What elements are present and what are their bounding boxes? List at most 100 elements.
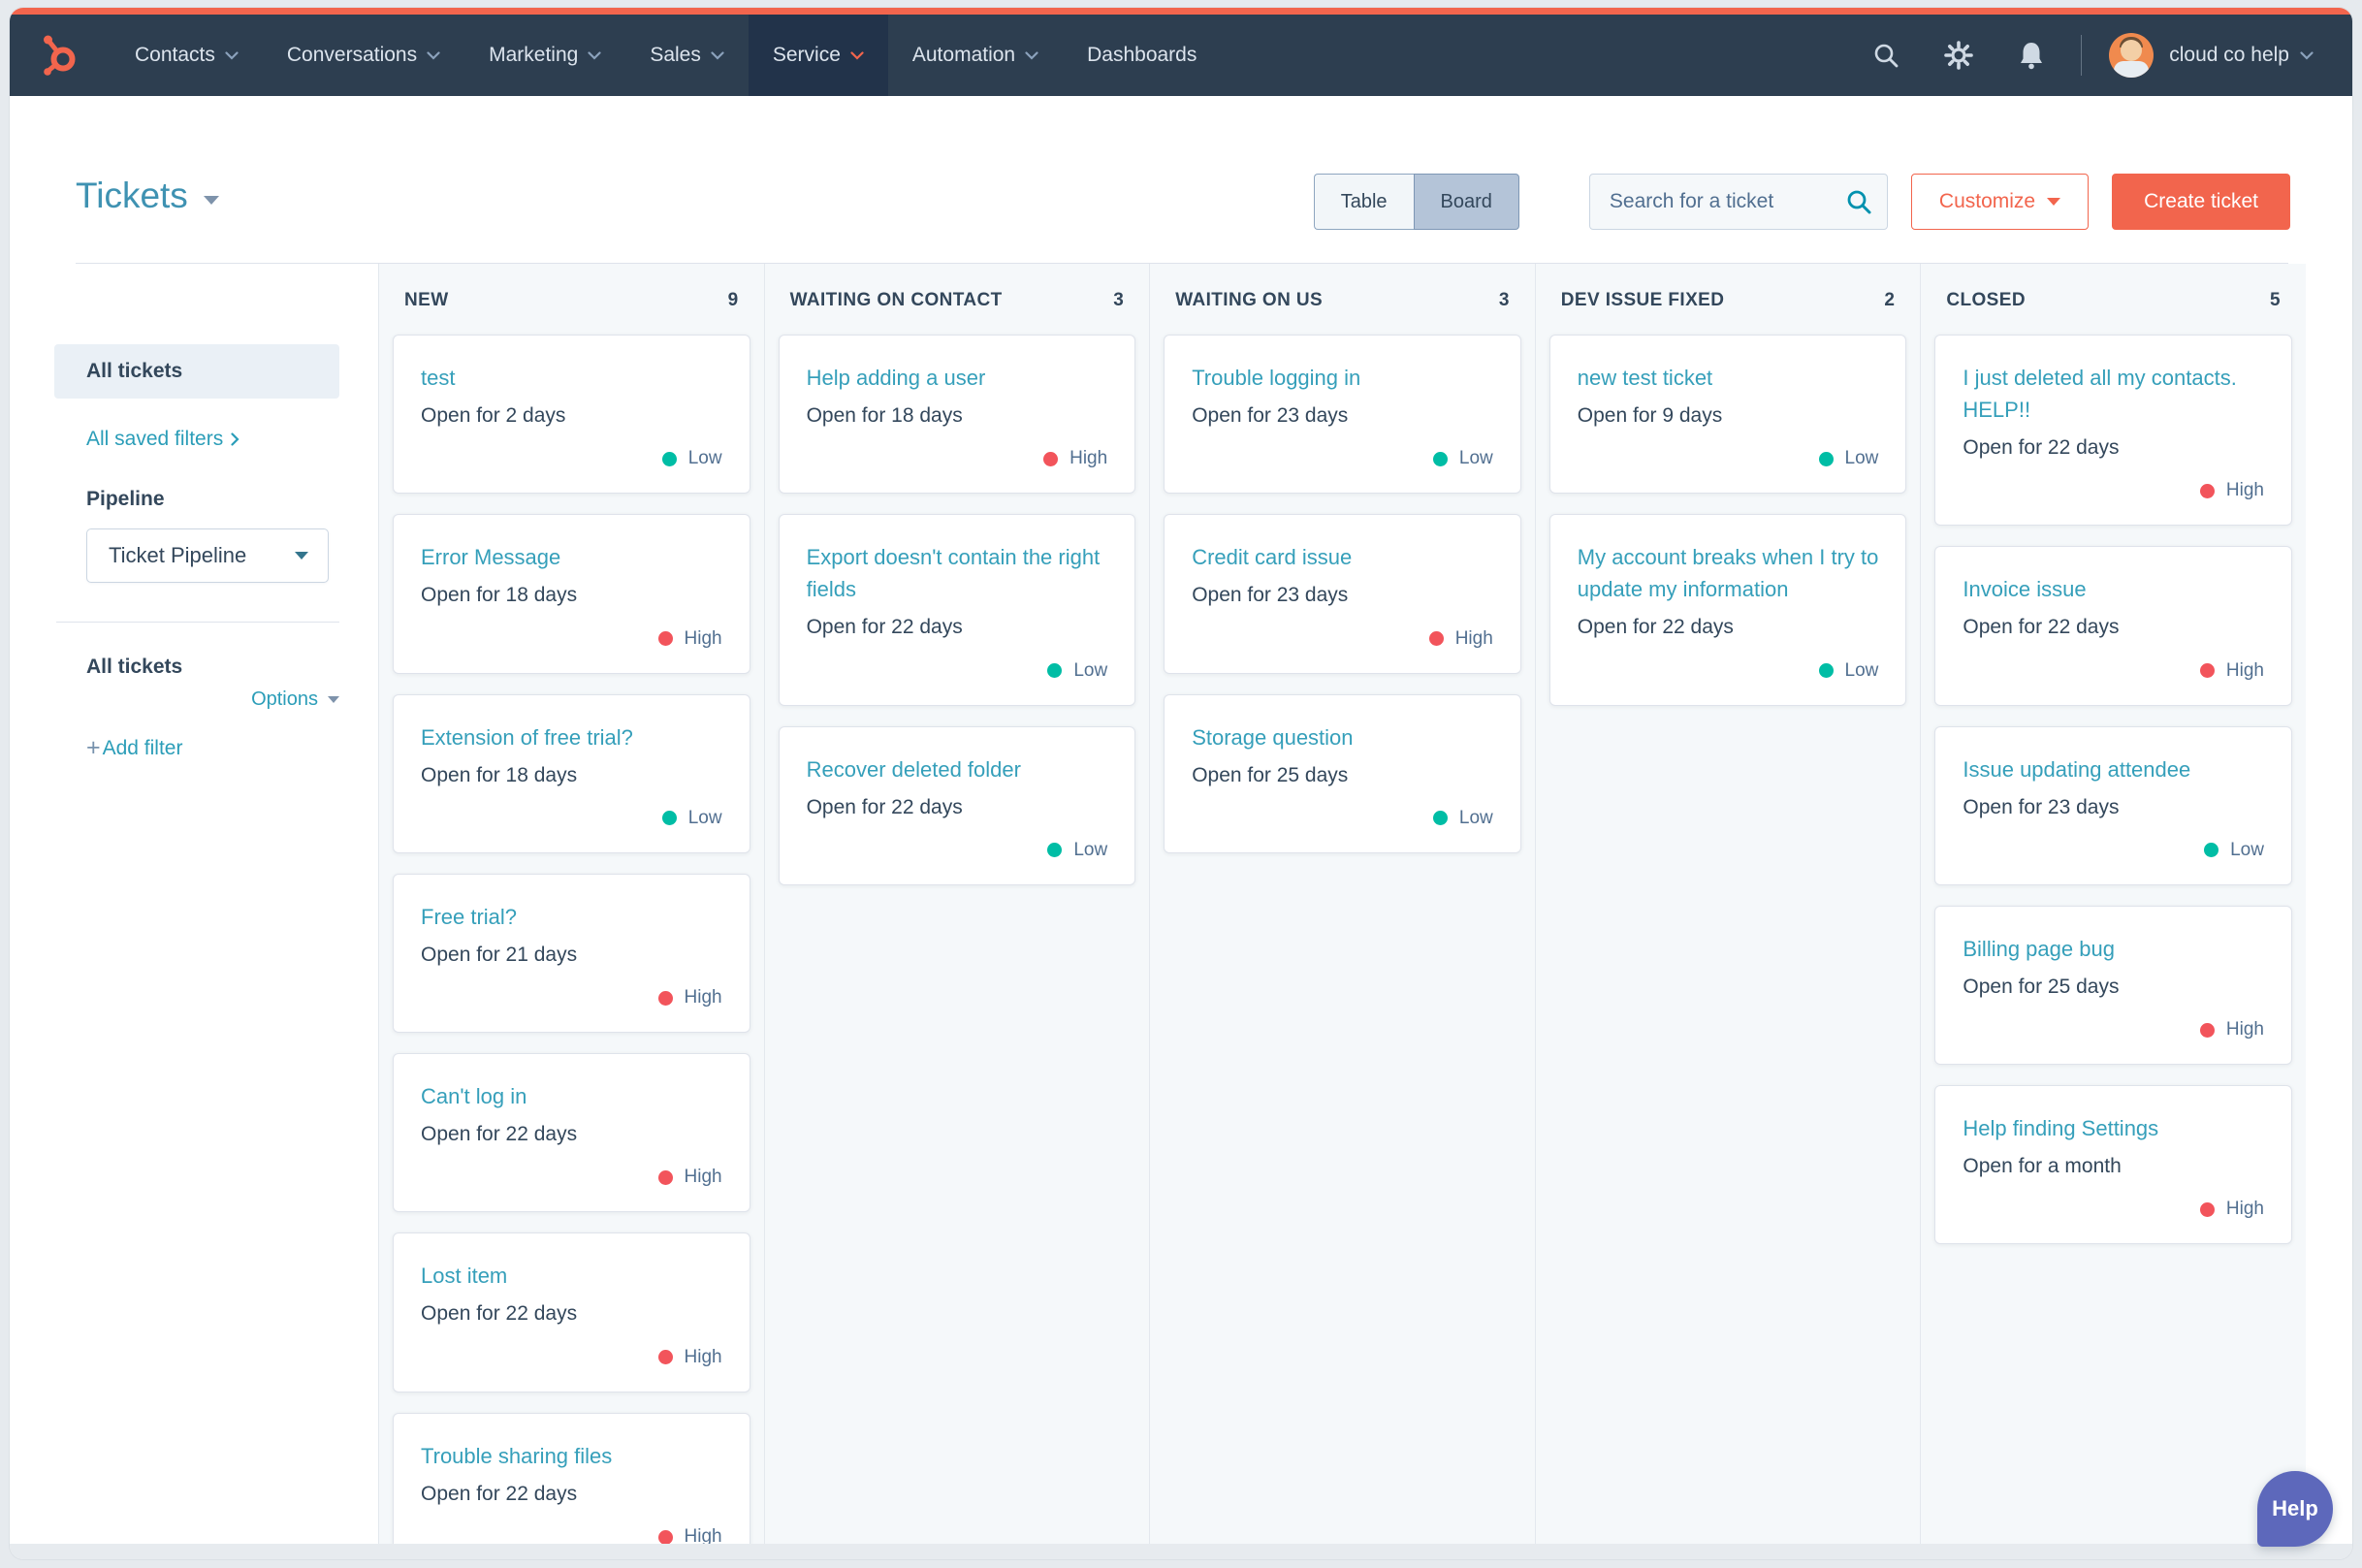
top-nav: Contacts Conversations Marketing Sales S…: [10, 15, 2352, 96]
ticket-card[interactable]: Error Message Open for 18 days High: [393, 514, 750, 673]
ticket-card[interactable]: Storage question Open for 25 days Low: [1164, 694, 1521, 853]
notifications-bell-icon[interactable]: [1995, 41, 2067, 70]
ticket-card[interactable]: Credit card issue Open for 23 days High: [1164, 514, 1521, 673]
page-title: Tickets: [76, 176, 188, 216]
priority-label: High: [685, 628, 722, 650]
ticket-title-link[interactable]: Export doesn't contain the right fields: [807, 541, 1108, 605]
hubspot-logo-icon[interactable]: [10, 33, 111, 78]
ticket-card[interactable]: My account breaks when I try to update m…: [1549, 514, 1907, 705]
nav-item-dashboards[interactable]: Dashboards: [1063, 15, 1221, 96]
ticket-title-link[interactable]: I just deleted all my contacts. HELP!!: [1963, 362, 2264, 426]
ticket-title-link[interactable]: Trouble logging in: [1192, 362, 1493, 394]
ticket-card[interactable]: Issue updating attendee Open for 23 days…: [1934, 726, 2292, 885]
ticket-card[interactable]: Extension of free trial? Open for 18 day…: [393, 694, 750, 853]
nav-item-automation[interactable]: Automation: [888, 15, 1063, 96]
ticket-title-link[interactable]: Issue updating attendee: [1963, 753, 2264, 785]
board-column: WAITING ON US 3 Trouble logging in Open …: [1150, 264, 1536, 1544]
ticket-search-input[interactable]: [1589, 174, 1888, 230]
ticket-card[interactable]: new test ticket Open for 9 days Low: [1549, 335, 1907, 494]
help-button[interactable]: Help: [2257, 1471, 2333, 1547]
chevron-right-icon: [231, 432, 239, 446]
ticket-title-link[interactable]: Lost item: [421, 1260, 722, 1292]
ticket-card[interactable]: I just deleted all my contacts. HELP!! O…: [1934, 335, 2292, 526]
ticket-title-link[interactable]: Free trial?: [421, 901, 722, 933]
board-view-button[interactable]: Board: [1414, 174, 1519, 230]
ticket-card[interactable]: Trouble logging in Open for 23 days Low: [1164, 335, 1521, 494]
all-saved-filters-label: All saved filters: [86, 428, 223, 451]
ticket-title-link[interactable]: Recover deleted folder: [807, 753, 1108, 785]
ticket-title-link[interactable]: Credit card issue: [1192, 541, 1493, 573]
ticket-title-link[interactable]: Can't log in: [421, 1080, 722, 1112]
nav-item-label: Automation: [912, 44, 1015, 67]
nav-item-contacts[interactable]: Contacts: [111, 15, 263, 96]
options-menu[interactable]: Options: [86, 688, 339, 711]
ticket-title-link[interactable]: Storage question: [1192, 721, 1493, 753]
column-header: DEV ISSUE FIXED 2: [1536, 264, 1921, 329]
nav-item-sales[interactable]: Sales: [625, 15, 749, 96]
nav-item-label: Dashboards: [1087, 44, 1197, 67]
priority-label: Low: [688, 808, 722, 829]
ticket-open-duration: Open for 9 days: [1578, 402, 1879, 429]
search-icon[interactable]: [1845, 188, 1872, 220]
ticket-title-link[interactable]: Invoice issue: [1963, 573, 2264, 605]
chevron-down-icon: [427, 51, 440, 60]
ticket-card[interactable]: Free trial? Open for 21 days High: [393, 874, 750, 1033]
ticket-card[interactable]: Recover deleted folder Open for 22 days …: [779, 726, 1136, 885]
ticket-title-link[interactable]: new test ticket: [1578, 362, 1879, 394]
column-header: CLOSED 5: [1921, 264, 2306, 329]
ticket-open-duration: Open for 23 days: [1963, 794, 2264, 820]
ticket-card[interactable]: Export doesn't contain the right fields …: [779, 514, 1136, 705]
priority-dot-icon: [2200, 663, 2215, 678]
ticket-title-link[interactable]: test: [421, 362, 722, 394]
all-saved-filters-link[interactable]: All saved filters: [86, 428, 339, 451]
nav-item-conversations[interactable]: Conversations: [263, 15, 464, 96]
account-menu[interactable]: cloud co help: [2169, 44, 2325, 67]
priority-dot-icon: [658, 991, 673, 1006]
column-header: WAITING ON CONTACT 3: [765, 264, 1150, 329]
priority-dot-icon: [1819, 452, 1834, 466]
column-count: 3: [1113, 290, 1124, 311]
ticket-title-link[interactable]: Error Message: [421, 541, 722, 573]
ticket-card[interactable]: Help adding a user Open for 18 days High: [779, 335, 1136, 494]
pipeline-select[interactable]: Ticket Pipeline: [86, 528, 329, 583]
nav-item-label: Conversations: [287, 44, 417, 67]
title-dropdown-caret-icon[interactable]: [204, 196, 219, 205]
settings-gear-icon[interactable]: [1922, 41, 1995, 70]
ticket-priority: High: [807, 448, 1108, 469]
ticket-title-link[interactable]: Help finding Settings: [1963, 1112, 2264, 1144]
ticket-card[interactable]: Help finding Settings Open for a month H…: [1934, 1085, 2292, 1244]
nav-item-label: Service: [773, 44, 841, 67]
priority-label: Low: [1845, 660, 1879, 682]
ticket-title-link[interactable]: Help adding a user: [807, 362, 1108, 394]
table-view-button[interactable]: Table: [1314, 174, 1414, 230]
ticket-card[interactable]: Invoice issue Open for 22 days High: [1934, 546, 2292, 705]
priority-dot-icon: [658, 1170, 673, 1185]
sidebar-item-all-tickets[interactable]: All tickets: [54, 344, 339, 399]
nav-item-marketing[interactable]: Marketing: [464, 15, 625, 96]
board-column: NEW 9 test Open for 2 days Low Error Mes…: [379, 264, 765, 1544]
ticket-title-link[interactable]: My account breaks when I try to update m…: [1578, 541, 1879, 605]
ticket-card[interactable]: Lost item Open for 22 days High: [393, 1232, 750, 1392]
ticket-card[interactable]: test Open for 2 days Low: [393, 335, 750, 494]
add-filter-button[interactable]: + Add filter: [86, 736, 339, 760]
priority-dot-icon: [2200, 484, 2215, 498]
ticket-priority: Low: [807, 660, 1108, 682]
create-ticket-button[interactable]: Create ticket: [2112, 174, 2290, 230]
ticket-card[interactable]: Can't log in Open for 22 days High: [393, 1053, 750, 1212]
ticket-card[interactable]: Billing page bug Open for 25 days High: [1934, 906, 2292, 1065]
plus-icon: +: [86, 736, 101, 760]
account-name: cloud co help: [2169, 44, 2289, 67]
ticket-open-duration: Open for 22 days: [1963, 614, 2264, 640]
column-cards: new test ticket Open for 9 days Low My a…: [1536, 329, 1921, 720]
nav-right-group: cloud co help: [1850, 33, 2325, 78]
ticket-title-link[interactable]: Trouble sharing files: [421, 1440, 722, 1472]
ticket-title-link[interactable]: Extension of free trial?: [421, 721, 722, 753]
customize-button[interactable]: Customize: [1911, 174, 2089, 230]
ticket-title-link[interactable]: Billing page bug: [1963, 933, 2264, 965]
nav-item-service[interactable]: Service: [749, 15, 888, 96]
priority-label: High: [2226, 1199, 2264, 1220]
ticket-card[interactable]: Trouble sharing files Open for 22 days H…: [393, 1413, 750, 1544]
user-avatar[interactable]: [2109, 33, 2154, 78]
global-search-icon[interactable]: [1850, 42, 1922, 69]
priority-dot-icon: [2200, 1023, 2215, 1038]
